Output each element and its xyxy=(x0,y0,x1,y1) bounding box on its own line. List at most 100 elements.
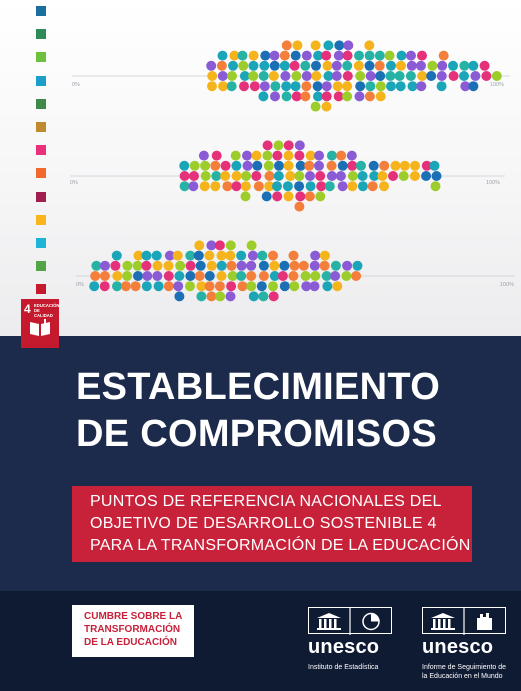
beeswarm-dot xyxy=(367,181,378,192)
beeswarm-dot xyxy=(410,160,420,171)
beeswarm-dot xyxy=(211,150,222,161)
beeswarm-dot xyxy=(342,81,353,92)
title-line: ESTABLECIMIENTO xyxy=(76,366,441,408)
beeswarm-dot xyxy=(210,181,221,192)
logo-subtitle: Instituto de Estadística xyxy=(308,664,379,671)
beeswarm-dot xyxy=(468,60,479,71)
beeswarm-dot xyxy=(163,281,174,292)
beeswarm-dot xyxy=(436,81,447,92)
beeswarm-dot xyxy=(279,260,290,271)
beeswarm-dot xyxy=(291,71,302,81)
beeswarm-dot xyxy=(305,150,316,161)
beeswarm-dot xyxy=(207,81,217,92)
beeswarm-dot xyxy=(152,271,163,281)
beeswarm-dot xyxy=(283,160,294,171)
beeswarm-dot xyxy=(240,191,251,202)
beeswarm-dot xyxy=(292,40,303,51)
beeswarm-dot xyxy=(231,160,242,171)
beeswarm-dot xyxy=(175,260,186,271)
beeswarm-dot xyxy=(263,160,274,171)
beeswarm-dot xyxy=(240,181,251,192)
beeswarm-dot xyxy=(226,260,237,271)
beeswarm-dot xyxy=(460,81,471,92)
sdg-label: EDUCACIÓN DE CALIDAD xyxy=(34,303,60,318)
beeswarm-dot xyxy=(151,250,162,261)
beeswarm-dot xyxy=(220,171,231,181)
beeswarm-dot xyxy=(310,271,321,281)
beeswarm-dot xyxy=(479,60,490,71)
beeswarm-dot xyxy=(301,281,312,292)
logo-subtitle-line: Informe de Seguimiento de xyxy=(422,664,507,671)
beeswarm-dot xyxy=(185,260,196,271)
beeswarm-dot xyxy=(368,160,379,171)
beeswarm-dot xyxy=(347,181,358,192)
temple-icon xyxy=(317,608,380,635)
beeswarm-dot xyxy=(311,71,322,81)
beeswarm-dot xyxy=(304,160,315,171)
beeswarm-dot xyxy=(384,50,395,61)
beeswarm-dot xyxy=(346,150,357,161)
beeswarm-illustration: 0% 100% 0% 100% 0% 100% xyxy=(70,40,515,302)
beeswarm-dot xyxy=(153,281,164,292)
beeswarm-dot xyxy=(324,181,335,192)
beeswarm-dot xyxy=(90,271,101,281)
beeswarm-dot xyxy=(206,260,217,271)
beeswarm-dot xyxy=(110,260,121,271)
beeswarm-dot xyxy=(313,91,323,102)
beeswarm-dot xyxy=(421,160,432,171)
beeswarm-dot xyxy=(259,81,270,92)
beeswarm-dot xyxy=(321,91,332,102)
beeswarm-dot xyxy=(347,171,358,181)
beeswarm-dot xyxy=(355,71,366,81)
beeswarm-dot xyxy=(260,50,271,61)
beeswarm-dot xyxy=(281,40,292,51)
unesco-emblem xyxy=(422,607,506,635)
beeswarm-dot xyxy=(253,181,264,192)
beeswarm-dot xyxy=(174,291,185,302)
sdg-color-square xyxy=(36,284,46,295)
beeswarm-dot xyxy=(330,271,341,281)
beeswarm-dot xyxy=(298,260,309,271)
beeswarm-dot xyxy=(236,250,247,261)
beeswarm-dot xyxy=(269,60,280,71)
beeswarm-dot xyxy=(252,160,263,171)
beeswarm-dot xyxy=(142,271,153,281)
beeswarm-dot xyxy=(242,150,252,161)
beeswarm-dot xyxy=(228,60,238,71)
beeswarm-dot xyxy=(268,291,279,302)
axis-label-start: 0% xyxy=(76,282,84,288)
beeswarm-dot xyxy=(336,150,347,161)
beeswarm-dot xyxy=(179,160,190,171)
beeswarm-dot xyxy=(364,91,375,102)
title-line: DE COMPROMISOS xyxy=(76,413,438,455)
beeswarm-dot xyxy=(395,81,406,92)
beeswarm-dot xyxy=(289,60,300,71)
beeswarm-dot xyxy=(248,291,259,302)
beeswarm-dot xyxy=(259,60,270,71)
beeswarm-dot xyxy=(269,260,280,271)
beeswarm-dot xyxy=(193,250,204,261)
beeswarm-dot xyxy=(375,71,386,81)
summit-line: CUMBRE SOBRE LA xyxy=(84,611,183,622)
beeswarm-dot xyxy=(230,150,241,161)
beeswarm-dot xyxy=(342,91,353,102)
beeswarm-dot xyxy=(272,191,283,202)
beeswarm-dot xyxy=(385,71,396,81)
beeswarm-dot xyxy=(89,281,100,292)
axis-label-start: 0% xyxy=(72,82,80,88)
beeswarm-dot xyxy=(332,281,343,292)
beeswarm-dot xyxy=(398,171,409,181)
beeswarm-dot xyxy=(321,81,332,92)
beeswarm-dot xyxy=(354,50,364,61)
beeswarm-dot xyxy=(321,101,332,112)
beeswarm-dot xyxy=(225,291,236,302)
beeswarm-dot xyxy=(179,171,190,181)
beeswarm-dot xyxy=(179,181,190,192)
beeswarm-dot xyxy=(421,171,432,181)
beeswarm-dot xyxy=(377,171,388,181)
beeswarm-dot xyxy=(264,181,275,192)
beeswarm-dot xyxy=(277,271,288,281)
beeswarm-dot xyxy=(405,71,416,81)
subtitle-box: PUNTOS DE REFERENCIA NACIONALES DEL OBJE… xyxy=(72,486,472,562)
beeswarm-dot xyxy=(229,50,240,61)
